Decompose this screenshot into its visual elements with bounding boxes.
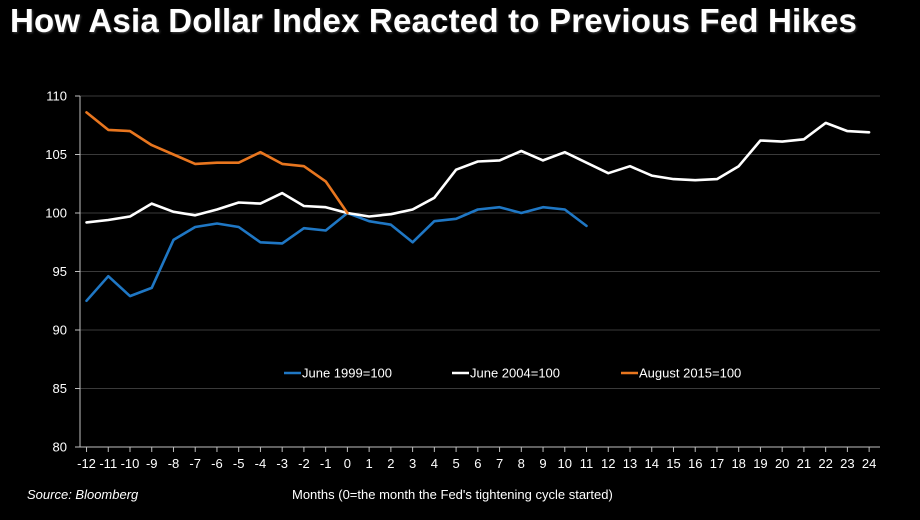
legend-label: August 2015=100 — [639, 366, 741, 381]
x-tick-label: -3 — [276, 456, 288, 471]
x-tick-label: 19 — [753, 456, 767, 471]
y-tick-label: 90 — [53, 323, 67, 338]
x-tick-label: 20 — [775, 456, 789, 471]
y-tick-label: 85 — [53, 381, 67, 396]
x-tick-label: 4 — [431, 456, 438, 471]
x-tick-label: -7 — [189, 456, 201, 471]
x-tick-label: 1 — [366, 456, 373, 471]
x-tick-label: 12 — [601, 456, 615, 471]
series-line-1 — [85, 205, 588, 303]
x-tick-label: 14 — [645, 456, 659, 471]
series-line-2 — [85, 121, 871, 224]
x-tick-label: -9 — [146, 456, 158, 471]
y-tick-label: 105 — [45, 147, 67, 162]
x-tick-label: 17 — [710, 456, 724, 471]
gridlines — [80, 95, 880, 389]
x-tick-label: 6 — [474, 456, 481, 471]
legend-label: June 1999=100 — [302, 366, 392, 381]
source-note: Source: Bloomberg — [27, 487, 139, 502]
x-tick-label: 24 — [862, 456, 876, 471]
x-tick-label: 23 — [840, 456, 854, 471]
x-tick-label: 8 — [518, 456, 525, 471]
chart-title: How Asia Dollar Index Reacted to Previou… — [10, 2, 858, 39]
x-tick-label: 0 — [344, 456, 351, 471]
x-tick-label: 10 — [558, 456, 572, 471]
series-lines — [85, 111, 871, 303]
x-tick-label: -4 — [255, 456, 267, 471]
y-tick-label: 100 — [45, 206, 67, 221]
y-tick-label: 110 — [46, 89, 67, 104]
x-tick-label: -6 — [211, 456, 223, 471]
x-tick-label: -5 — [233, 456, 245, 471]
x-tick-label: -1 — [320, 456, 332, 471]
x-tick-label: -2 — [298, 456, 310, 471]
x-tick-label: 21 — [797, 456, 811, 471]
x-tick-label: -10 — [121, 456, 140, 471]
x-tick-label: 13 — [623, 456, 637, 471]
legend-label: June 2004=100 — [470, 366, 560, 381]
axes — [75, 95, 880, 452]
series-line-3 — [85, 111, 349, 215]
x-tick-labels: -12 -11 -10 -9 -8 -7 -6 -5 -4 -3 -2 -1 0 1 2 3 4 5 6 7 8 9 10 1… — [77, 456, 876, 471]
x-tick-label: 7 — [496, 456, 503, 471]
x-tick-label: -8 — [168, 456, 180, 471]
x-tick-label: -12 — [77, 456, 96, 471]
y-tick-labels: 80 85 90 95 100 105 110 — [45, 89, 67, 455]
x-tick-label: 9 — [539, 456, 546, 471]
x-tick-label: 16 — [688, 456, 702, 471]
y-tick-label: 95 — [53, 264, 67, 279]
x-tick-label: 5 — [452, 456, 459, 471]
x-axis-label: Months (0=the month the Fed's tightening… — [292, 487, 613, 502]
x-tick-label: 2 — [387, 456, 394, 471]
x-tick-label: -11 — [99, 456, 117, 471]
x-tick-label: 18 — [731, 456, 745, 471]
x-tick-label: 22 — [818, 456, 832, 471]
x-tick-label: 11 — [580, 456, 594, 471]
x-tick-label: 3 — [409, 456, 416, 471]
x-tick-label: 15 — [666, 456, 680, 471]
legend: June 1999=100 June 2004=100 August 2015=10… — [284, 366, 741, 381]
y-tick-label: 80 — [53, 440, 67, 455]
